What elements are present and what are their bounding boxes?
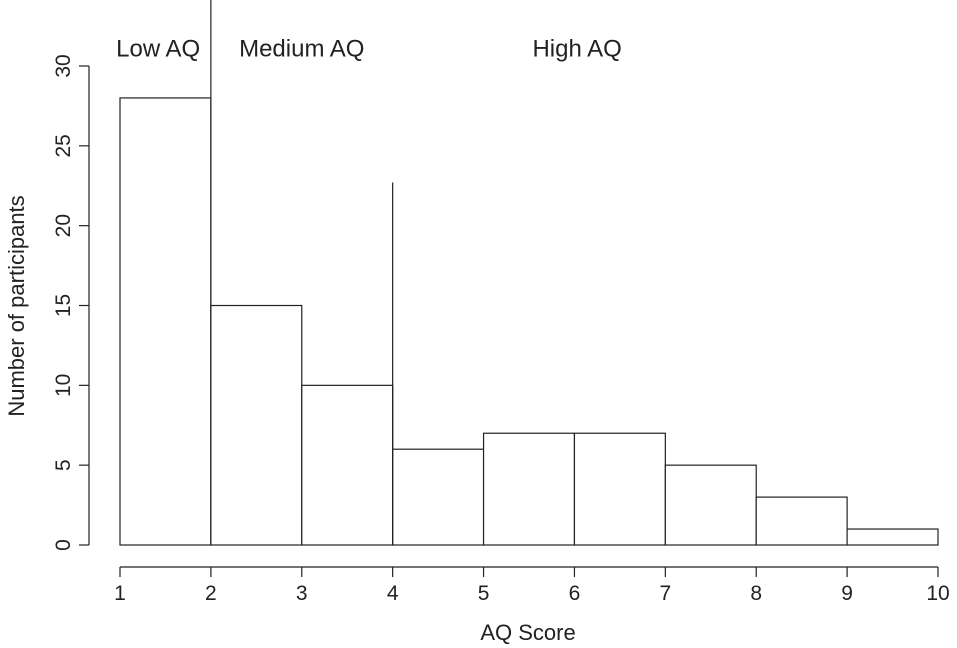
x-axis: 1 2 3 4 5 6 7 8 9 10	[114, 566, 950, 605]
histogram-bar-8-9	[755, 496, 848, 546]
histogram-bar-9-10	[846, 528, 939, 546]
y-tick-label-30: 30	[52, 54, 75, 77]
histogram-bars	[119, 97, 939, 546]
group-divider-lines	[210, 0, 394, 545]
histogram-bar-4-5	[392, 448, 485, 546]
x-tick-label-8: 8	[750, 582, 762, 605]
x-tick-label-3: 3	[296, 582, 308, 605]
y-tick-label-20: 20	[52, 214, 75, 237]
region-label-3: High AQ	[532, 35, 621, 62]
x-tick-label-5: 5	[478, 582, 490, 605]
histogram-bar-6-7	[573, 432, 666, 546]
y-tick-label-10: 10	[52, 374, 75, 397]
histogram-bar-7-8	[664, 464, 757, 546]
x-tick-label-9: 9	[841, 582, 853, 605]
region-label-2: Medium AQ	[239, 35, 364, 62]
x-tick-label-1: 1	[114, 582, 126, 605]
group-region-labels: Low AQ Medium AQ High AQ	[116, 35, 622, 62]
y-axis: 0 5 10 15 20 25 30	[52, 54, 90, 551]
histogram-bar-2-3	[210, 304, 303, 546]
histogram-bar-5-6	[482, 432, 576, 546]
region-label-1: Low AQ	[116, 35, 200, 62]
x-axis-title: AQ Score	[480, 620, 575, 645]
y-tick-label-5: 5	[52, 459, 75, 471]
x-tick-label-4: 4	[387, 582, 399, 605]
x-tick-label-6: 6	[569, 582, 581, 605]
histogram-bar-1-2	[119, 97, 212, 546]
histogram-bar-3-4	[301, 384, 394, 546]
y-tick-label-0: 0	[52, 539, 75, 551]
y-axis-title: Number of participants	[4, 195, 29, 416]
x-tick-label-2: 2	[205, 582, 217, 605]
y-tick-label-25: 25	[52, 134, 75, 157]
x-tick-label-10: 10	[926, 582, 949, 605]
y-tick-label-15: 15	[52, 294, 75, 317]
x-tick-label-7: 7	[659, 582, 671, 605]
